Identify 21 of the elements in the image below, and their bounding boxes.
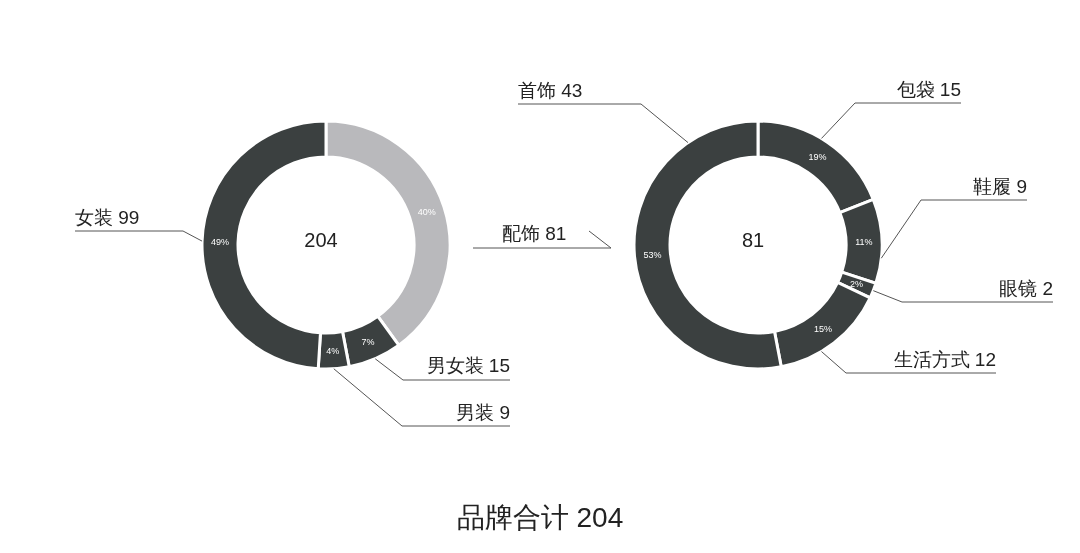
data-label: 11% (855, 236, 873, 247)
slice-label: 生活方式 12 (893, 349, 996, 370)
slice-label: 首饰 43 (518, 80, 583, 101)
slice-label: 鞋履 9 (973, 176, 1027, 197)
text: 81 (740, 228, 766, 253)
slice-label: 男女装 15 (426, 355, 510, 376)
data-label: 19% (808, 152, 827, 163)
slice-label: 配饰 81 (502, 223, 567, 244)
data-label: 40% (417, 207, 436, 218)
text: 品牌合计 204 (455, 501, 625, 535)
slice-label: 包袋 15 (896, 79, 961, 100)
text: 204 (303, 228, 339, 253)
slice-label: 女装 99 (75, 207, 140, 228)
data-label: 2% (850, 279, 864, 290)
data-label: 7% (361, 337, 375, 348)
data-label: 49% (211, 236, 230, 247)
slice-label: 眼镜 2 (999, 278, 1053, 299)
data-label: 53% (643, 249, 662, 260)
data-label: 4% (326, 345, 340, 356)
slice-label: 男装 9 (456, 402, 510, 423)
data-label: 15% (813, 323, 832, 334)
